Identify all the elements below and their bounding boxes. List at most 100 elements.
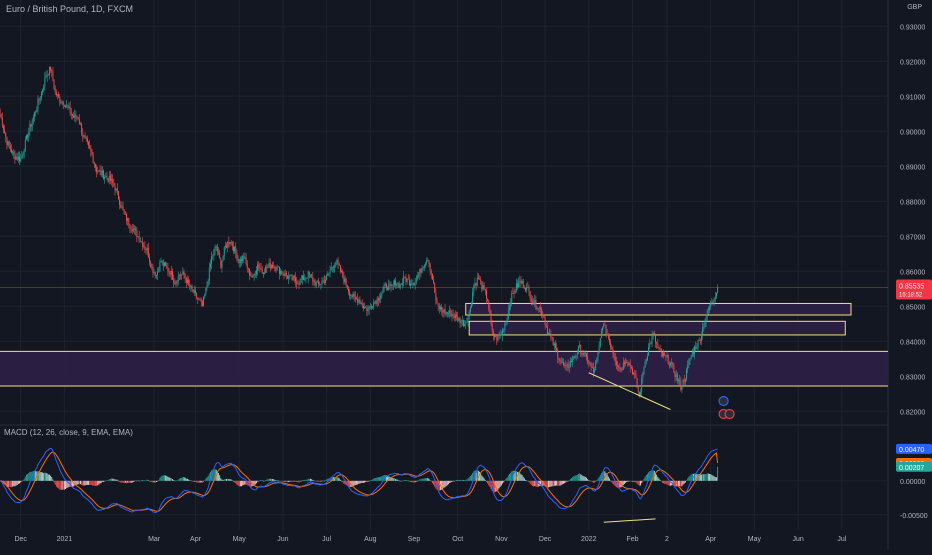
candle-body	[182, 272, 183, 275]
candle-body	[572, 356, 573, 362]
macd-histogram-bar	[46, 473, 47, 481]
candle-body	[187, 280, 188, 283]
macd-histogram-bar	[84, 481, 85, 486]
zone-rectangle[interactable]	[0, 351, 888, 386]
candle-body	[657, 344, 658, 348]
macd-histogram-bar	[314, 480, 315, 481]
macd-histogram-bar	[43, 473, 44, 481]
macd-histogram-bar	[86, 481, 87, 485]
macd-histogram-bar	[338, 478, 339, 481]
candle-body	[116, 188, 117, 190]
candle-body	[52, 71, 53, 80]
candle-body	[465, 323, 466, 325]
candle-body	[63, 102, 64, 106]
macd-histogram-bar	[230, 479, 231, 481]
candle-body	[393, 285, 394, 286]
candle-body	[17, 157, 18, 160]
symbol-title[interactable]: Euro / British Pound, 1D, FXCM	[6, 4, 133, 14]
macd-histogram-bar	[104, 481, 105, 482]
macd-histogram-bar	[571, 478, 572, 481]
candle-body	[281, 271, 282, 274]
candle-body	[631, 367, 632, 368]
candle-body	[686, 369, 687, 379]
candle-body	[289, 275, 290, 276]
macd-histogram-bar	[323, 481, 324, 482]
candle-body	[650, 344, 651, 345]
macd-trendline[interactable]	[604, 519, 656, 522]
macd-histogram-bar	[264, 481, 265, 482]
macd-histogram-bar	[297, 481, 298, 482]
macd-histogram-bar	[107, 480, 108, 481]
candle-body	[151, 267, 152, 268]
candle-body	[126, 214, 127, 221]
candle-body	[593, 368, 594, 373]
candle-body	[150, 262, 151, 268]
time-axis-label: Dec	[14, 536, 27, 543]
candle-body	[269, 263, 270, 267]
candle-body	[119, 200, 120, 205]
candle-body	[59, 97, 60, 103]
macd-histogram-bar	[23, 480, 24, 481]
candle-body	[547, 326, 548, 334]
macd-histogram-bar	[64, 481, 65, 490]
candle-body	[65, 106, 66, 107]
macd-histogram-bar	[590, 481, 591, 482]
news-event-icon[interactable]	[725, 410, 734, 419]
candle-body	[23, 154, 24, 156]
price-tick-label: 0.87000	[900, 234, 925, 241]
candle-body	[55, 89, 56, 92]
macd-histogram-bar	[120, 481, 121, 483]
histogram-value-label: 0.00207	[899, 465, 924, 472]
macd-title[interactable]: MACD (12, 26, close, 9, EMA, EMA)	[4, 428, 133, 437]
candle-body	[95, 164, 96, 167]
zone-rectangle[interactable]	[466, 303, 851, 315]
candle-body	[705, 322, 706, 327]
macd-histogram-bar	[96, 481, 97, 486]
candle-body	[542, 314, 543, 315]
candle-body	[644, 368, 645, 374]
candle-body	[69, 107, 70, 108]
candle-body	[361, 303, 362, 304]
candle-body	[646, 360, 647, 361]
candle-body	[446, 312, 447, 314]
macd-histogram-bar	[608, 477, 609, 481]
macd-histogram-bar	[647, 474, 648, 481]
candle-body	[230, 242, 231, 244]
candle-body	[673, 365, 674, 373]
candle-body	[238, 259, 239, 260]
candle-body	[684, 379, 685, 382]
macd-histogram-bar	[430, 480, 431, 481]
candle-body	[315, 281, 316, 286]
macd-histogram-bar	[637, 481, 638, 484]
candle-body	[171, 271, 172, 275]
macd-histogram-bar	[664, 481, 665, 484]
countdown-label: 15:18:52	[899, 293, 923, 299]
candle-body	[84, 135, 85, 136]
candle-body	[163, 261, 164, 266]
candle-body	[355, 297, 356, 299]
macd-histogram-bar	[455, 480, 456, 481]
macd-histogram-bar	[598, 479, 599, 481]
dividend-event-icon[interactable]	[719, 397, 728, 406]
candle-body	[176, 282, 177, 285]
candle-body	[667, 355, 668, 356]
macd-histogram-bar	[21, 481, 22, 482]
macd-histogram-bar	[404, 480, 405, 481]
candle-body	[193, 289, 194, 292]
candle-body	[544, 315, 545, 318]
macd-histogram-bar	[200, 481, 201, 483]
macd-histogram-bar	[572, 477, 573, 481]
macd-histogram-bar	[192, 481, 193, 482]
candle-body	[263, 273, 264, 274]
macd-histogram-bar	[353, 481, 354, 486]
candle-body	[652, 336, 653, 344]
zone-rectangle[interactable]	[469, 321, 845, 335]
macd-histogram-bar	[531, 481, 532, 485]
macd-histogram-bar	[623, 481, 624, 485]
candle-body	[517, 284, 518, 288]
macd-histogram-bar	[77, 481, 78, 485]
candle-body	[173, 280, 174, 283]
candle-body	[371, 306, 372, 307]
